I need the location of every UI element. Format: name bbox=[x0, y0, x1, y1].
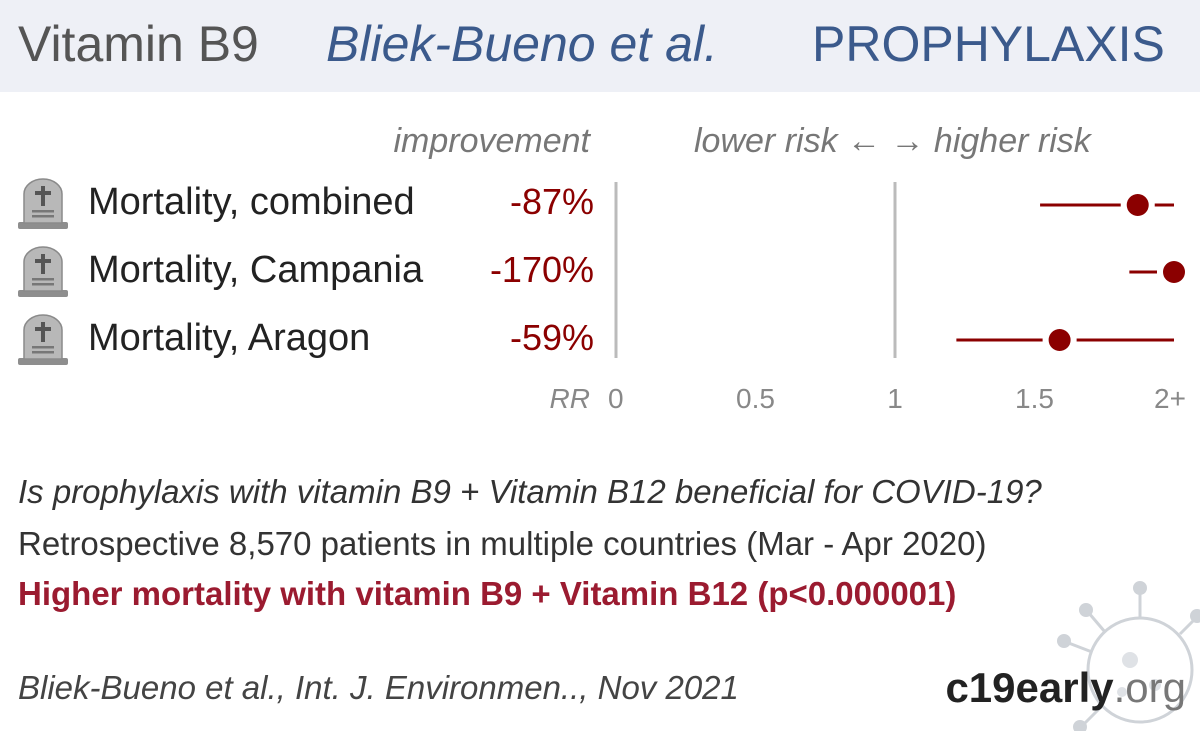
brand-bold: c19 bbox=[945, 664, 1016, 711]
row-label: Mortality, Campania bbox=[88, 249, 424, 291]
row-improvement: -59% bbox=[509, 317, 594, 358]
category-title: PROPHYLAXIS bbox=[812, 16, 1165, 72]
brand-tld: .org bbox=[1113, 664, 1186, 711]
rr-point bbox=[1163, 261, 1185, 283]
virus-icon bbox=[1057, 581, 1200, 731]
summary-question: Is prophylaxis with vitamin B9 + Vitamin… bbox=[18, 473, 1042, 510]
study-title: Bliek-Bueno et al. bbox=[326, 16, 718, 72]
risk-direction-header: lower risk ← → higher risk bbox=[694, 122, 1091, 160]
tombstone-icon bbox=[18, 314, 68, 365]
rr-point bbox=[1048, 329, 1071, 351]
row-improvement: -170% bbox=[489, 249, 594, 290]
brand-logo[interactable]: c19early.org bbox=[945, 664, 1186, 712]
improvement-column-header: improvement bbox=[393, 122, 590, 160]
tick-label: 0 bbox=[608, 383, 624, 414]
axis-label: RR bbox=[550, 383, 590, 414]
summary-design: Retrospective 8,570 patients in multiple… bbox=[18, 525, 987, 562]
row-label: Mortality, Aragon bbox=[88, 317, 371, 359]
tombstone-icon bbox=[18, 246, 68, 297]
summary-result: Higher mortality with vitamin B9 + Vitam… bbox=[18, 575, 957, 612]
tick-label: 0.5 bbox=[736, 383, 775, 414]
tombstone-icon bbox=[18, 178, 68, 229]
row-improvement: -87% bbox=[509, 181, 594, 222]
rr-point bbox=[1126, 194, 1149, 216]
citation: Bliek-Bueno et al., Int. J. Environmen..… bbox=[18, 669, 739, 706]
treatment-title: Vitamin B9 bbox=[18, 16, 259, 72]
tick-label: 1.5 bbox=[1015, 383, 1054, 414]
forest-plot: RR 0 0.5 1 1.5 2+ bbox=[550, 182, 1186, 414]
header-bar: Vitamin B9 Bliek-Bueno et al. PROPHYLAXI… bbox=[0, 0, 1200, 92]
tick-label: 1 bbox=[887, 383, 903, 414]
brand-rest: early bbox=[1015, 664, 1114, 711]
tick-label: 2+ bbox=[1154, 383, 1186, 414]
row-label: Mortality, combined bbox=[88, 181, 415, 223]
